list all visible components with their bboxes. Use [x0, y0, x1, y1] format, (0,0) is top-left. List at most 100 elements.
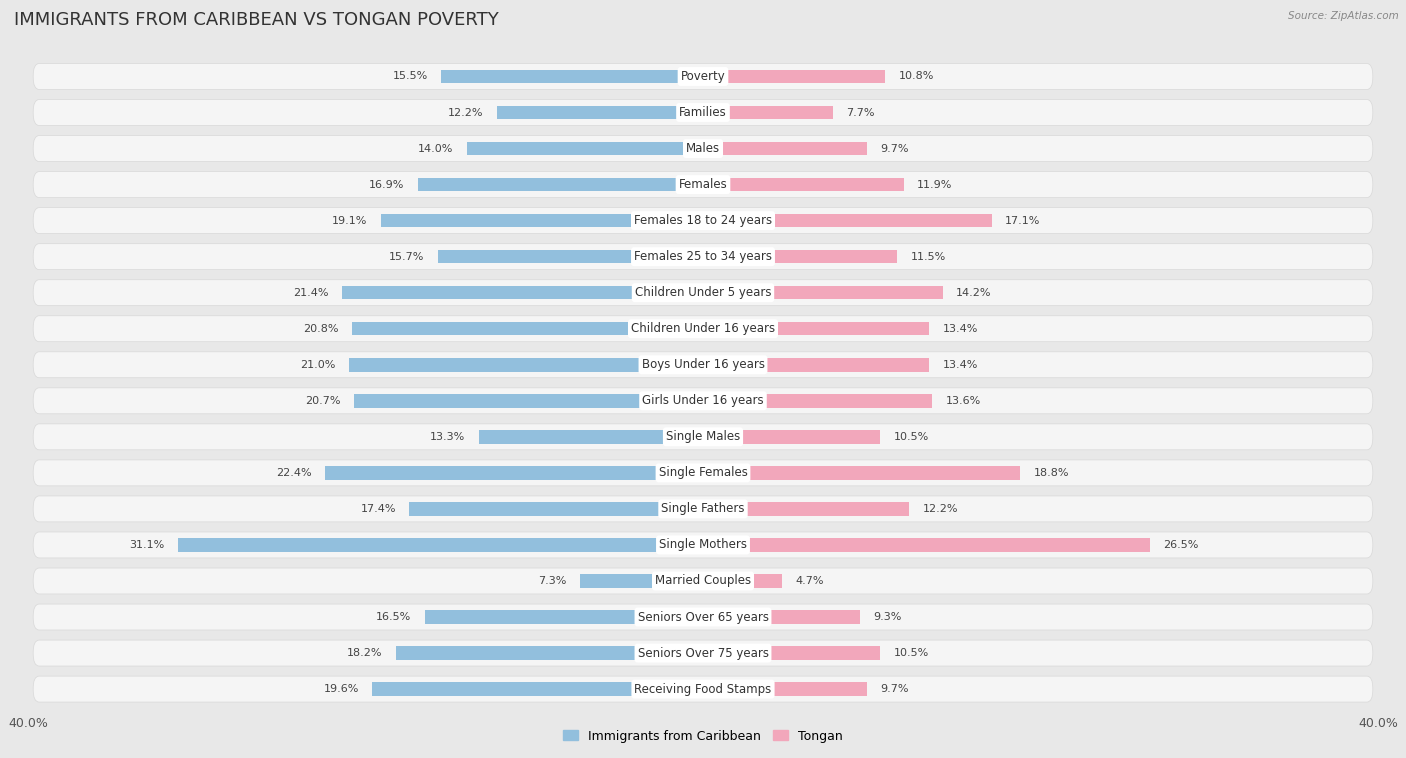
Text: Females 25 to 34 years: Females 25 to 34 years: [634, 250, 772, 263]
Text: 10.5%: 10.5%: [894, 648, 929, 658]
Text: Males: Males: [686, 142, 720, 155]
Text: 9.3%: 9.3%: [873, 612, 901, 622]
Text: 16.9%: 16.9%: [368, 180, 405, 190]
Text: 15.7%: 15.7%: [389, 252, 425, 262]
Bar: [703, 538, 1150, 552]
Text: 18.8%: 18.8%: [1033, 468, 1069, 478]
Bar: [703, 142, 866, 155]
Bar: [703, 106, 832, 119]
Bar: [396, 647, 703, 659]
Text: 13.6%: 13.6%: [946, 396, 981, 406]
Text: Single Males: Single Males: [666, 431, 740, 443]
Text: 10.8%: 10.8%: [898, 71, 934, 81]
Text: Married Couples: Married Couples: [655, 575, 751, 587]
Text: 16.5%: 16.5%: [375, 612, 411, 622]
Text: Females: Females: [679, 178, 727, 191]
Bar: [703, 647, 880, 659]
Text: 20.8%: 20.8%: [304, 324, 339, 334]
FancyBboxPatch shape: [34, 171, 1372, 198]
FancyBboxPatch shape: [34, 568, 1372, 594]
Bar: [179, 538, 703, 552]
Text: 12.2%: 12.2%: [922, 504, 957, 514]
Text: 17.1%: 17.1%: [1005, 215, 1040, 226]
Bar: [703, 394, 932, 408]
Bar: [418, 178, 703, 191]
Text: Children Under 16 years: Children Under 16 years: [631, 322, 775, 335]
Text: Poverty: Poverty: [681, 70, 725, 83]
Text: Females 18 to 24 years: Females 18 to 24 years: [634, 214, 772, 227]
Bar: [703, 70, 886, 83]
Text: 22.4%: 22.4%: [276, 468, 312, 478]
Text: Boys Under 16 years: Boys Under 16 years: [641, 359, 765, 371]
Text: Source: ZipAtlas.com: Source: ZipAtlas.com: [1288, 11, 1399, 21]
Bar: [579, 575, 703, 587]
FancyBboxPatch shape: [34, 64, 1372, 89]
Text: 18.2%: 18.2%: [347, 648, 382, 658]
Text: Receiving Food Stamps: Receiving Food Stamps: [634, 683, 772, 696]
Bar: [441, 70, 703, 83]
FancyBboxPatch shape: [34, 496, 1372, 522]
Bar: [703, 178, 904, 191]
Bar: [703, 502, 908, 515]
Text: 17.4%: 17.4%: [360, 504, 396, 514]
Text: 15.5%: 15.5%: [392, 71, 427, 81]
Text: Single Mothers: Single Mothers: [659, 538, 747, 552]
FancyBboxPatch shape: [34, 604, 1372, 630]
FancyBboxPatch shape: [34, 388, 1372, 414]
Text: 9.7%: 9.7%: [880, 684, 908, 694]
Text: Single Females: Single Females: [658, 466, 748, 479]
Bar: [373, 682, 703, 696]
Bar: [498, 106, 703, 119]
Text: IMMIGRANTS FROM CARIBBEAN VS TONGAN POVERTY: IMMIGRANTS FROM CARIBBEAN VS TONGAN POVE…: [14, 11, 499, 30]
Text: 11.9%: 11.9%: [917, 180, 953, 190]
FancyBboxPatch shape: [34, 136, 1372, 161]
Text: Seniors Over 65 years: Seniors Over 65 years: [637, 610, 769, 624]
FancyBboxPatch shape: [34, 208, 1372, 233]
FancyBboxPatch shape: [34, 424, 1372, 449]
Text: Children Under 5 years: Children Under 5 years: [634, 287, 772, 299]
Bar: [703, 466, 1021, 480]
Bar: [703, 610, 860, 624]
Text: 11.5%: 11.5%: [911, 252, 946, 262]
Bar: [352, 322, 703, 336]
Text: 19.1%: 19.1%: [332, 215, 367, 226]
Bar: [439, 250, 703, 264]
Text: 9.7%: 9.7%: [880, 143, 908, 154]
Bar: [349, 358, 703, 371]
FancyBboxPatch shape: [34, 676, 1372, 702]
Text: 26.5%: 26.5%: [1164, 540, 1199, 550]
FancyBboxPatch shape: [34, 460, 1372, 486]
FancyBboxPatch shape: [34, 352, 1372, 377]
Text: Seniors Over 75 years: Seniors Over 75 years: [637, 647, 769, 659]
FancyBboxPatch shape: [34, 99, 1372, 126]
Bar: [354, 394, 703, 408]
FancyBboxPatch shape: [34, 532, 1372, 558]
Text: 10.5%: 10.5%: [894, 432, 929, 442]
FancyBboxPatch shape: [34, 640, 1372, 666]
Bar: [342, 286, 703, 299]
Text: 19.6%: 19.6%: [323, 684, 359, 694]
Text: 13.4%: 13.4%: [942, 324, 979, 334]
Text: Families: Families: [679, 106, 727, 119]
Text: 4.7%: 4.7%: [796, 576, 824, 586]
Bar: [703, 682, 866, 696]
Text: Single Fathers: Single Fathers: [661, 503, 745, 515]
Bar: [703, 286, 942, 299]
Text: 21.0%: 21.0%: [299, 360, 335, 370]
FancyBboxPatch shape: [34, 316, 1372, 342]
Bar: [409, 502, 703, 515]
Bar: [703, 250, 897, 264]
Text: 21.4%: 21.4%: [292, 288, 329, 298]
Legend: Immigrants from Caribbean, Tongan: Immigrants from Caribbean, Tongan: [562, 729, 844, 743]
FancyBboxPatch shape: [34, 280, 1372, 305]
Bar: [703, 322, 929, 336]
Bar: [425, 610, 703, 624]
Text: 14.2%: 14.2%: [956, 288, 991, 298]
Text: Girls Under 16 years: Girls Under 16 years: [643, 394, 763, 407]
Text: 20.7%: 20.7%: [305, 396, 340, 406]
Text: 31.1%: 31.1%: [129, 540, 165, 550]
FancyBboxPatch shape: [34, 243, 1372, 270]
Text: 12.2%: 12.2%: [449, 108, 484, 117]
Bar: [467, 142, 703, 155]
Bar: [381, 214, 703, 227]
